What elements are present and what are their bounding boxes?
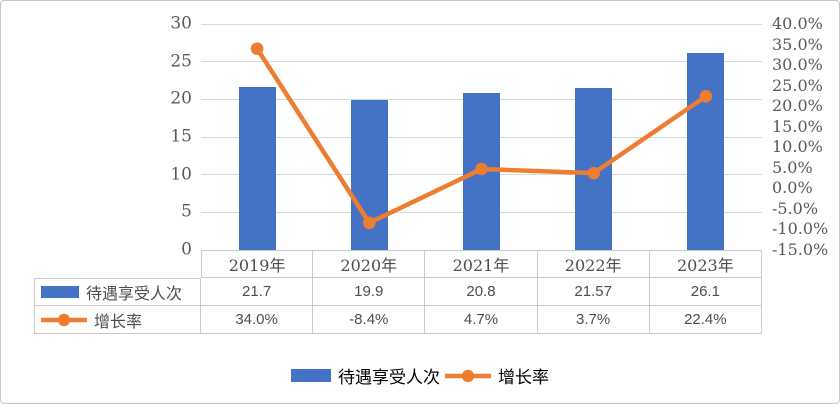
left-axis-tick: 30	[170, 13, 192, 34]
gridline	[201, 61, 762, 63]
left-axis-tick: 20	[170, 88, 192, 109]
left-axis-tick: 25	[170, 51, 192, 72]
table-value-cell: 21.57	[537, 278, 650, 306]
right-axis-tick: 30.0%	[772, 55, 823, 75]
right-axis-tick: 40.0%	[772, 14, 823, 33]
line-marker-2021年	[475, 162, 488, 176]
table-corner-blank	[34, 250, 201, 278]
left-axis-tick: 10	[170, 164, 192, 185]
right-axis-tick: 5.0%	[772, 157, 813, 177]
legend-item-line-series: 增长率	[445, 363, 549, 388]
right-axis-tick: 15.0%	[772, 116, 823, 136]
legend-label-line-series: 增长率	[498, 368, 549, 388]
line-series-marker-icon	[445, 369, 491, 382]
right-axis-tick: 0.0%	[772, 178, 813, 198]
right-axis-tick: -10.0%	[772, 219, 829, 239]
table-value-cell: 26.1	[649, 278, 762, 306]
chart-legend: 待遇享受人次 增长率	[1, 363, 839, 388]
legend-label-bar-series: 待遇享受人次	[338, 368, 440, 388]
bar-series-swatch-icon	[291, 369, 331, 382]
table-value-cell: 19.9	[313, 278, 426, 306]
table-header-2020年: 2020年	[313, 250, 426, 278]
table-value-cell: 4.7%	[425, 306, 538, 334]
legend-item-bar-series: 待遇享受人次	[291, 363, 440, 388]
table-header-2021年: 2021年	[425, 250, 538, 278]
line-marker-2020年	[363, 216, 376, 230]
left-axis-tick: 15	[170, 126, 192, 147]
plot-area	[201, 23, 762, 251]
right-axis-tick: -15.0%	[772, 240, 829, 259]
bar-2019年	[238, 86, 276, 250]
data-table: 2019年 2020年 2021年 2022年 2023年 待遇享受人次 21.7 19.9 2…	[34, 250, 762, 334]
right-axis-tick: 25.0%	[772, 75, 823, 95]
line-series-marker-icon	[41, 313, 87, 326]
table-header-2023年: 2023年	[649, 250, 762, 278]
table-value-cell: 22.4%	[649, 306, 762, 334]
table-header-2019年: 2019年	[201, 250, 314, 278]
growth-rate-line	[250, 42, 713, 230]
left-axis-tick: 0	[181, 239, 192, 260]
row-label-text: 增长率	[94, 311, 143, 331]
right-axis-tick: 20.0%	[772, 96, 823, 116]
row-label-text: 待遇享受人次	[86, 284, 183, 303]
line-marker-2023年	[699, 90, 713, 103]
right-axis-tick: -5.0%	[772, 198, 819, 218]
gridline	[201, 23, 762, 25]
table-value-cell: 3.7%	[537, 306, 650, 334]
table-row-label: 增长率	[34, 306, 201, 334]
table-value-cell: 21.7	[201, 278, 314, 306]
left-axis-tick: 5	[181, 201, 192, 222]
table-header-2022年: 2022年	[537, 250, 650, 278]
right-axis-tick: 35.0%	[772, 34, 823, 54]
table-value-cell: 20.8	[425, 278, 538, 306]
bar-2023年	[687, 53, 725, 250]
bar-series-swatch-icon	[41, 286, 79, 298]
table-value-cell: 34.0%	[201, 306, 314, 334]
right-axis-tick: 10.0%	[772, 137, 823, 157]
line-marker-2019年	[250, 42, 264, 55]
line-marker-2022年	[587, 166, 600, 180]
table-row-label: 待遇享受人次	[34, 278, 201, 306]
table-value-cell: -8.4%	[313, 306, 426, 334]
